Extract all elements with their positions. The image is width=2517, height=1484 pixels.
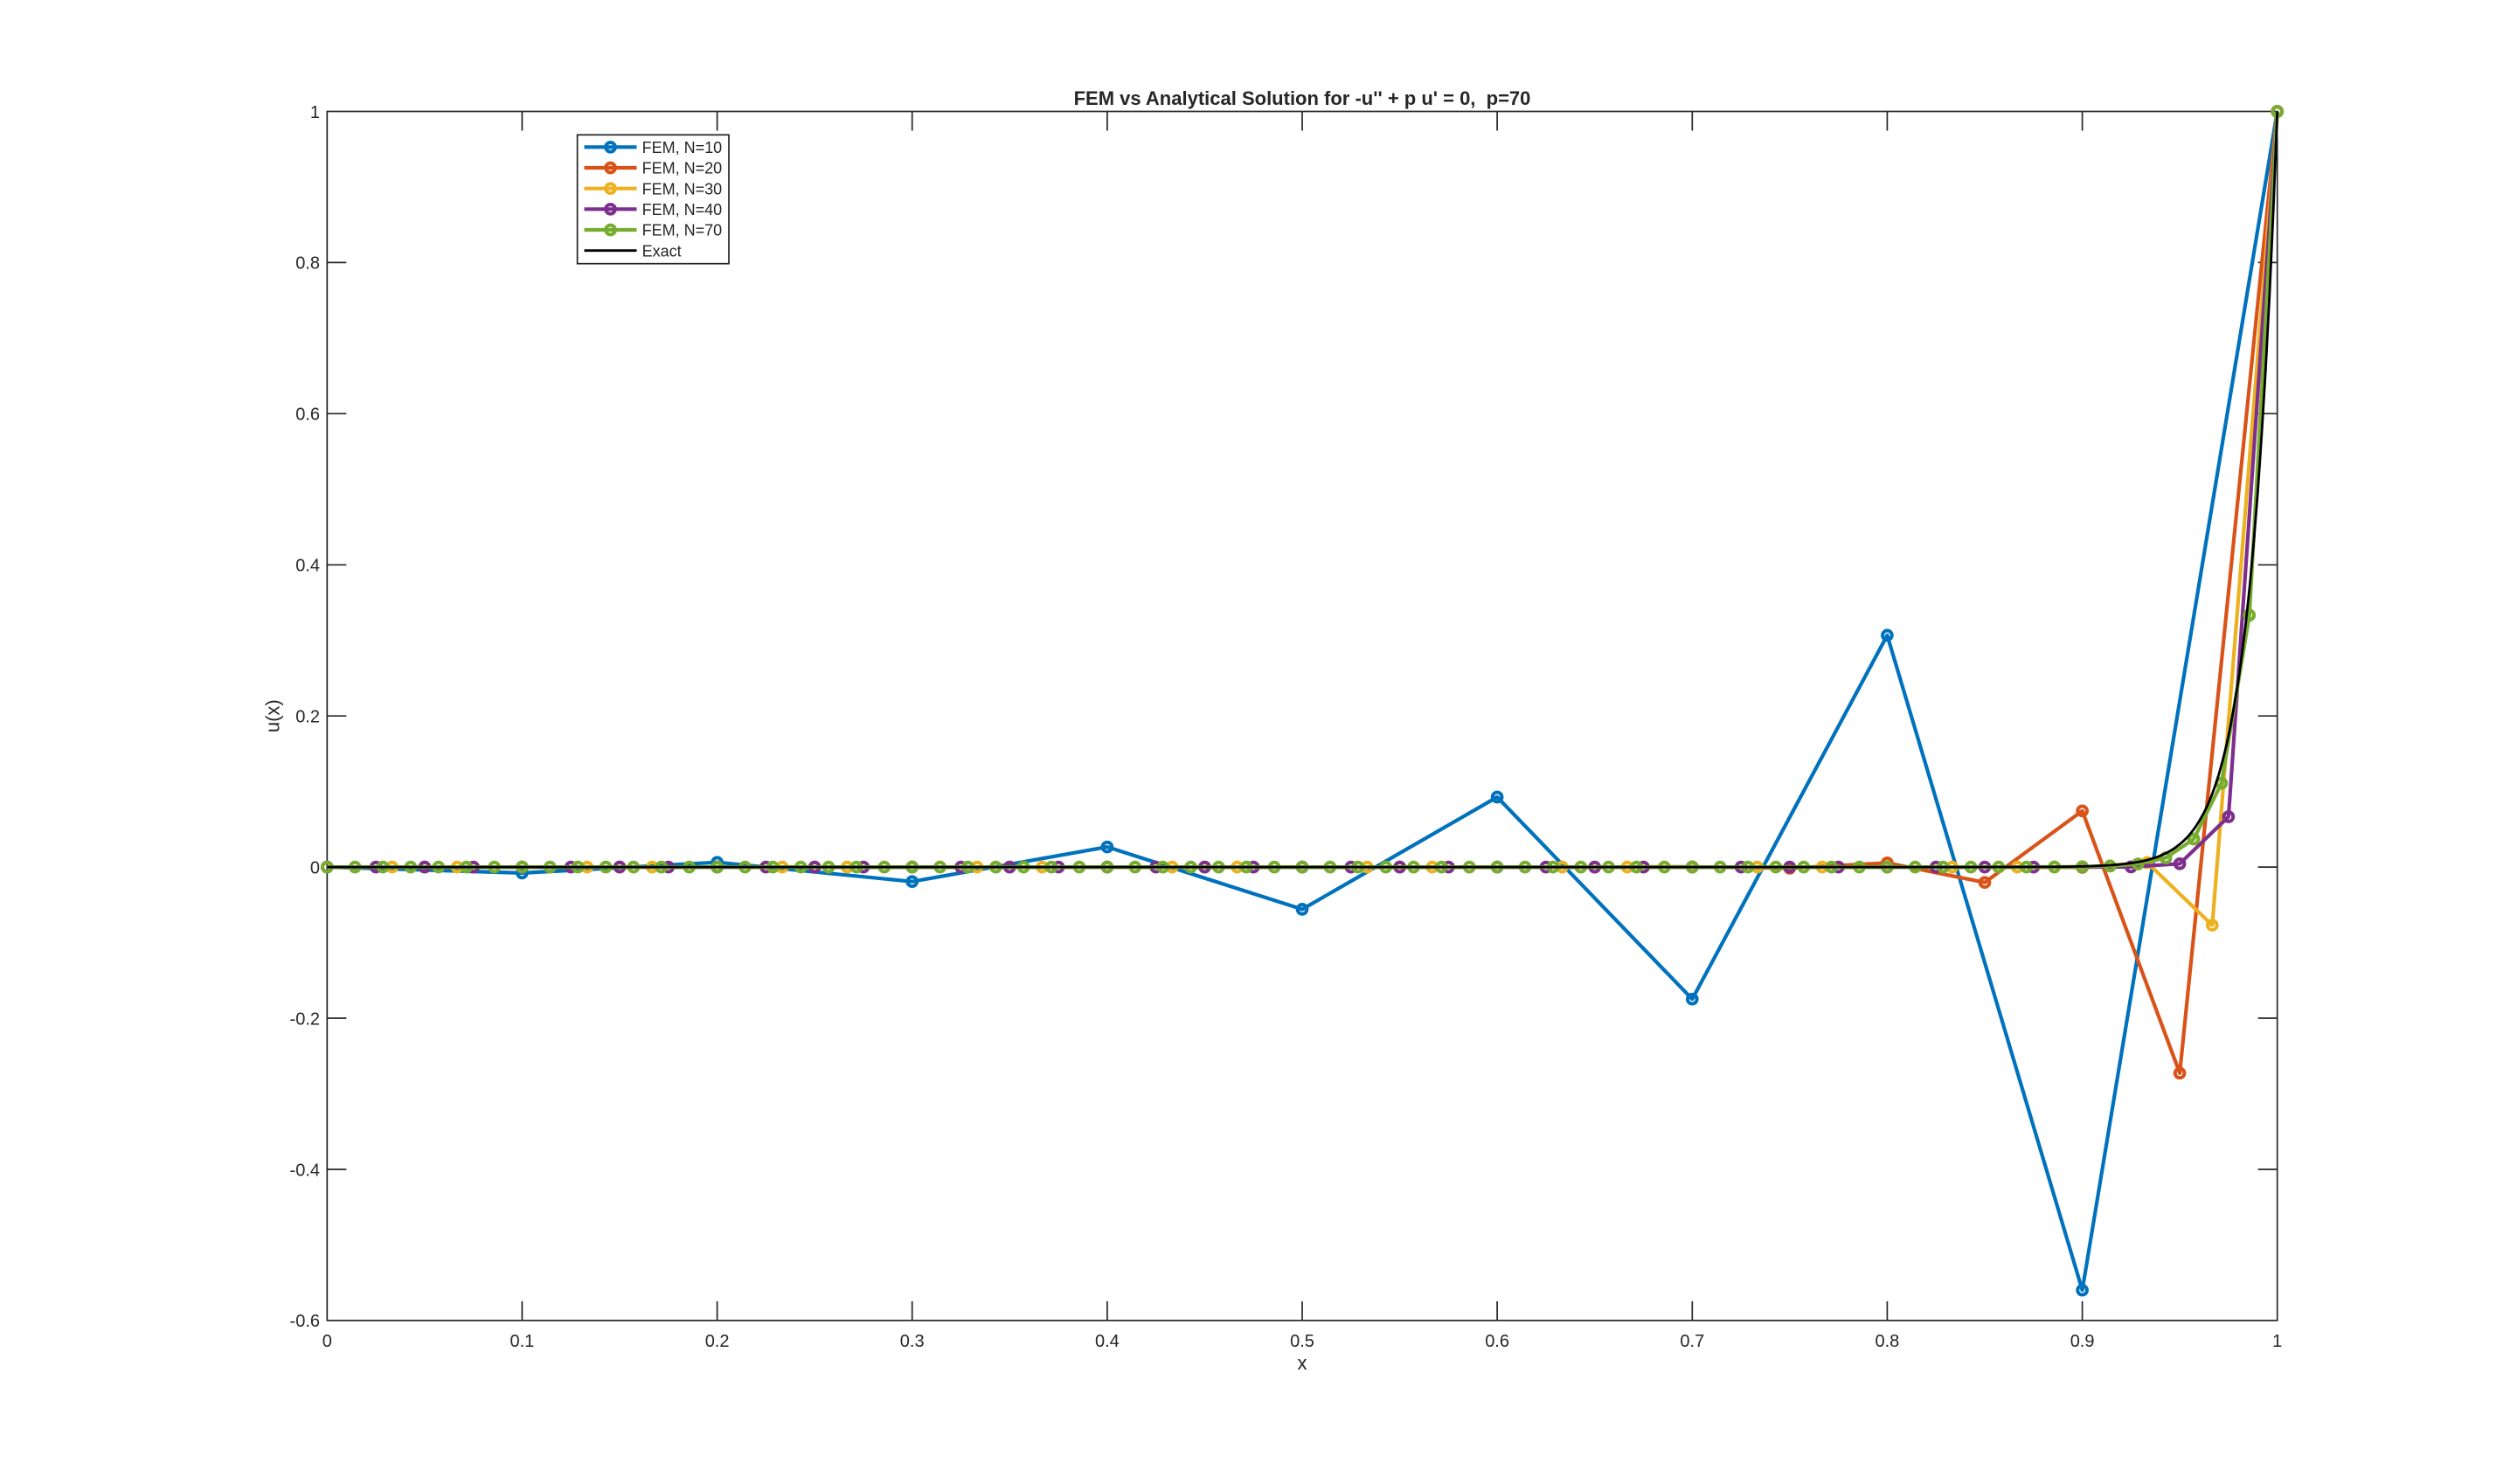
svg-text:FEM, N=70: FEM, N=70 <box>642 222 723 239</box>
svg-text:0.7: 0.7 <box>1680 1332 1704 1351</box>
svg-text:FEM, N=20: FEM, N=20 <box>642 160 723 177</box>
svg-text:u(x): u(x) <box>262 699 284 732</box>
svg-text:FEM vs Analytical Solution for: FEM vs Analytical Solution for -u'' + p … <box>1074 87 1531 109</box>
svg-text:0.8: 0.8 <box>295 254 320 274</box>
svg-text:0.6: 0.6 <box>295 406 320 425</box>
svg-text:FEM, N=30: FEM, N=30 <box>642 180 723 198</box>
svg-text:0: 0 <box>322 1332 332 1351</box>
svg-text:0.4: 0.4 <box>1095 1332 1120 1351</box>
svg-text:0.2: 0.2 <box>295 708 320 727</box>
svg-text:x: x <box>1298 1352 1307 1374</box>
svg-text:Exact: Exact <box>642 242 682 260</box>
svg-text:1: 1 <box>2272 1332 2282 1351</box>
svg-text:FEM, N=10: FEM, N=10 <box>642 139 723 156</box>
svg-text:0.3: 0.3 <box>900 1332 925 1351</box>
svg-text:-0.2: -0.2 <box>290 1009 320 1029</box>
svg-text:0.6: 0.6 <box>1485 1332 1509 1351</box>
svg-text:0.5: 0.5 <box>1290 1332 1314 1351</box>
svg-text:-0.6: -0.6 <box>290 1312 320 1331</box>
svg-text:0.9: 0.9 <box>2070 1332 2095 1351</box>
svg-text:0.2: 0.2 <box>705 1332 730 1351</box>
svg-text:-0.4: -0.4 <box>290 1161 320 1180</box>
svg-text:0.1: 0.1 <box>510 1332 534 1351</box>
svg-text:0.4: 0.4 <box>295 557 320 576</box>
svg-text:0: 0 <box>310 858 320 877</box>
svg-text:FEM, N=40: FEM, N=40 <box>642 201 723 218</box>
svg-text:0.8: 0.8 <box>1875 1332 1899 1351</box>
svg-text:1: 1 <box>310 103 320 122</box>
